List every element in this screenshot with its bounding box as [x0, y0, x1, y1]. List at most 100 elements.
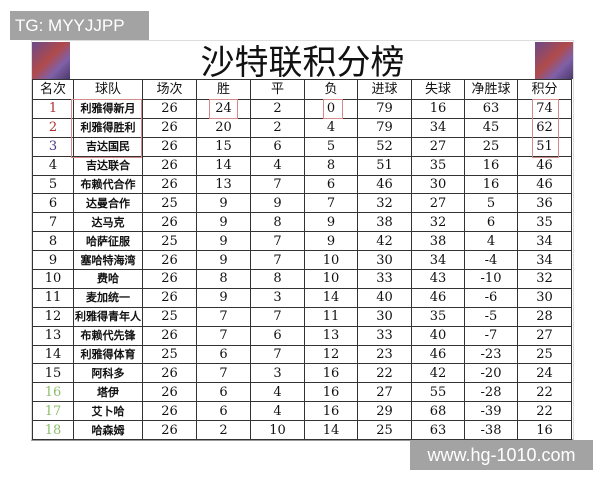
goals-for-cell: 79 [357, 99, 412, 119]
wins-cell: 13 [196, 174, 251, 195]
goal-difference-cell: 16 [464, 155, 518, 176]
table-row: 14 利雅得体育 25 6 7 12 23 46 -23 25 [32, 344, 572, 365]
column-header: 进球 [357, 79, 412, 100]
rank-cell: 11 [32, 287, 74, 308]
wins-cell: 15 [196, 136, 251, 157]
page-title: 沙特联积分榜 [200, 43, 405, 79]
played-cell: 25 [142, 231, 197, 252]
team-cell: 利雅得体育 [73, 344, 143, 365]
goals-against-cell: 32 [411, 212, 465, 233]
losses-cell: 6 [304, 174, 358, 195]
goals-against-cell: 46 [411, 344, 465, 365]
goal-difference-cell: 25 [464, 136, 518, 157]
played-cell: 25 [142, 344, 197, 365]
standings-sheet: 沙特联积分榜 名次 球队 场次胜平负进球 失球 净胜球 积分 1 利雅得新月 26 24 2 0 79 1… [31, 40, 574, 441]
played-cell: 25 [142, 306, 197, 327]
column-header: 球队 [73, 79, 143, 100]
played-cell: 26 [142, 174, 197, 195]
rank-cell: 10 [32, 269, 74, 289]
goals-against-cell: 27 [411, 136, 465, 157]
team-cell: 利雅得青年人 [73, 306, 143, 327]
draws-cell: 2 [250, 99, 305, 119]
goal-difference-cell: 5 [464, 193, 518, 214]
goals-against-cell: 34 [411, 117, 465, 138]
played-cell: 26 [142, 363, 197, 384]
draws-cell: 7 [250, 174, 305, 195]
goals-for-cell: 46 [357, 174, 412, 195]
played-cell: 26 [142, 325, 197, 346]
rank-cell: 13 [32, 325, 74, 346]
played-cell: 26 [142, 382, 197, 403]
draws-cell: 9 [250, 193, 305, 214]
table-row: 16 塔伊 26 6 4 16 27 55 -28 22 [32, 382, 572, 403]
draws-cell: 8 [250, 212, 305, 233]
wins-cell: 9 [196, 231, 251, 252]
played-cell: 26 [142, 99, 197, 119]
goal-difference-cell: -10 [464, 269, 518, 289]
standings-table: 名次 球队 场次胜平负进球 失球 净胜球 积分 1 利雅得新月 26 24 2 0 79 16 63 74 2 利… [32, 79, 572, 441]
draws-cell: 3 [250, 287, 305, 308]
table-row: 12 利雅得青年人 25 7 7 11 30 35 -5 28 [32, 306, 572, 327]
goal-difference-cell: -4 [464, 250, 518, 271]
rank-cell: 6 [32, 193, 74, 214]
goals-against-cell: 16 [411, 99, 465, 119]
table-row: 7 达马克 26 9 8 9 38 32 6 35 [32, 212, 572, 233]
goals-for-cell: 29 [357, 401, 412, 422]
column-header: 负 [304, 79, 358, 100]
points-cell: 34 [517, 250, 572, 271]
team-cell: 费哈 [73, 269, 143, 289]
losses-cell: 10 [304, 250, 358, 271]
goals-against-cell: 43 [411, 269, 465, 289]
table-row: 8 哈萨征服 25 9 7 9 42 38 4 34 [32, 231, 572, 252]
wins-cell: 6 [196, 401, 251, 422]
table-row: 5 布赖代合作 26 13 7 6 46 30 16 46 [32, 174, 572, 195]
points-cell: 35 [517, 212, 572, 233]
team-cell: 哈萨征服 [73, 231, 143, 252]
team-cell: 达曼合作 [73, 193, 143, 214]
goals-for-cell: 30 [357, 250, 412, 271]
column-header: 胜 [196, 79, 251, 100]
goal-difference-cell: -28 [464, 382, 518, 403]
draws-cell: 4 [250, 382, 305, 403]
team-cell: 麦加统一 [73, 287, 143, 308]
wins-cell: 2 [196, 420, 251, 441]
goals-against-cell: 30 [411, 174, 465, 195]
wins-cell: 14 [196, 155, 251, 176]
goals-against-cell: 38 [411, 231, 465, 252]
goals-for-cell: 27 [357, 382, 412, 403]
rank-cell: 16 [32, 382, 74, 403]
goal-difference-cell: -7 [464, 325, 518, 346]
watermark-top-left: TG: MYYJJPP [10, 11, 149, 40]
goal-difference-cell: -23 [464, 344, 518, 365]
watermark-bottom-right: www.hg-1010.com [410, 440, 593, 470]
column-header: 净胜球 [464, 79, 518, 100]
draws-cell: 7 [250, 231, 305, 252]
column-header: 失球 [411, 79, 465, 100]
losses-cell: 4 [304, 117, 358, 138]
rank-cell: 9 [32, 250, 74, 271]
draws-cell: 8 [250, 269, 305, 289]
goals-against-cell: 46 [411, 287, 465, 308]
points-cell: 30 [517, 287, 572, 308]
wins-cell: 7 [196, 306, 251, 327]
draws-cell: 7 [250, 250, 305, 271]
goals-against-cell: 42 [411, 363, 465, 384]
points-cell: 46 [517, 155, 572, 176]
goals-for-cell: 33 [357, 269, 412, 289]
draws-cell: 10 [250, 420, 305, 441]
table-row: 17 艾卜哈 26 6 4 16 29 68 -39 22 [32, 401, 572, 422]
played-cell: 25 [142, 193, 197, 214]
goal-difference-cell: -20 [464, 363, 518, 384]
player-image-right [535, 42, 573, 79]
goals-against-cell: 34 [411, 250, 465, 271]
losses-cell: 8 [304, 155, 358, 176]
losses-cell: 14 [304, 420, 358, 441]
goal-difference-cell: -5 [464, 306, 518, 327]
goal-difference-cell: 6 [464, 212, 518, 233]
points-cell: 32 [517, 269, 572, 289]
team-cell: 吉达联合 [73, 155, 143, 176]
goals-for-cell: 79 [357, 117, 412, 138]
wins-cell: 9 [196, 287, 251, 308]
goal-difference-cell: 16 [464, 174, 518, 195]
goals-against-cell: 55 [411, 382, 465, 403]
